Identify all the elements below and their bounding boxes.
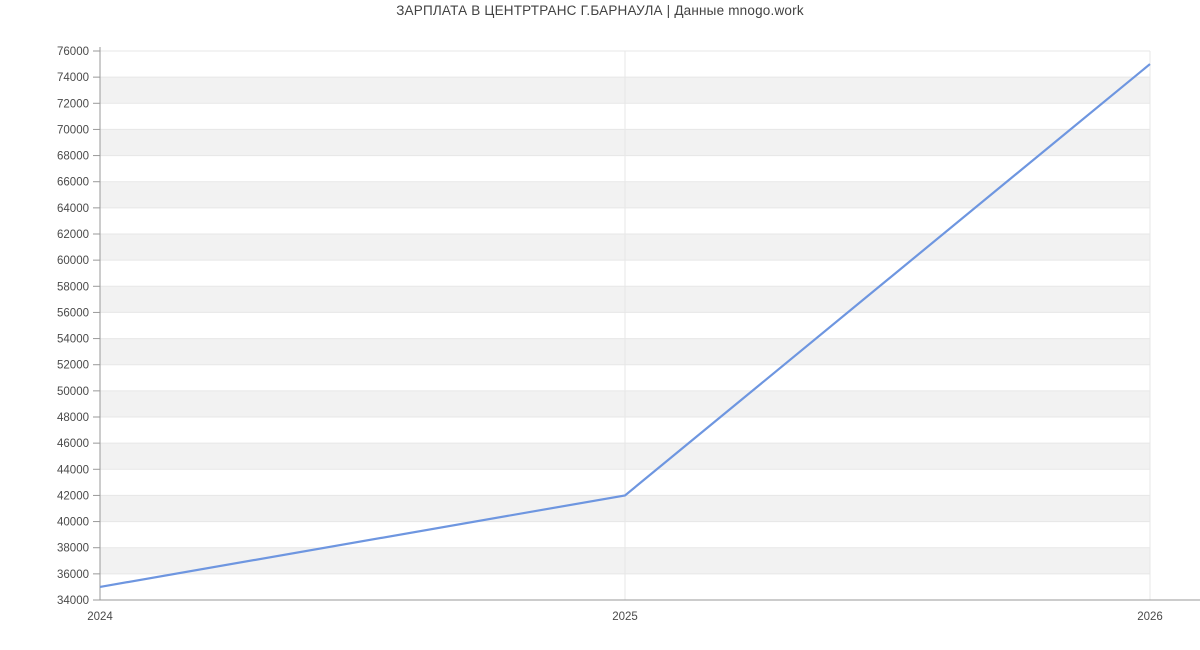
y-tick-label: 66000 [57, 177, 89, 189]
y-tick-label: 56000 [57, 307, 89, 319]
y-tick-label: 54000 [57, 334, 89, 346]
y-tick-label: 74000 [57, 72, 89, 84]
y-axis-ticks [93, 50, 100, 601]
y-tick-label: 42000 [57, 490, 89, 502]
y-tick-label: 64000 [57, 203, 89, 215]
y-tick-label: 46000 [57, 438, 89, 450]
y-tick-label: 60000 [57, 255, 89, 267]
x-gridlines [624, 51, 1151, 600]
x-tick-label: 2024 [87, 611, 113, 623]
y-tick-label: 68000 [57, 151, 89, 163]
x-axis-labels: 2024 2025 2026 [87, 611, 1163, 623]
y-tick-label: 62000 [57, 229, 89, 241]
y-tick-label: 36000 [57, 569, 89, 581]
y-tick-label: 40000 [57, 517, 89, 529]
y-tick-label: 70000 [57, 124, 89, 136]
y-tick-label: 38000 [57, 543, 89, 555]
chart-title: ЗАРПЛАТА В ЦЕНТРТРАНС Г.БАРНАУЛА | Данны… [396, 3, 804, 18]
y-tick-label: 48000 [57, 412, 89, 424]
y-axis-labels: 34000 36000 38000 40000 42000 44000 46000 48000… [57, 46, 89, 607]
x-tick-label: 2025 [612, 611, 638, 623]
y-tick-label: 34000 [57, 595, 89, 607]
y-tick-label: 52000 [57, 360, 89, 372]
series-line [99, 63, 1151, 589]
y-tick-label: 76000 [57, 46, 89, 58]
y-tick-label: 72000 [57, 98, 89, 110]
y-tick-label: 50000 [57, 386, 89, 398]
y-tick-label: 58000 [57, 281, 89, 293]
x-tick-label: 2026 [1137, 611, 1163, 623]
y-tick-label: 44000 [57, 464, 89, 476]
